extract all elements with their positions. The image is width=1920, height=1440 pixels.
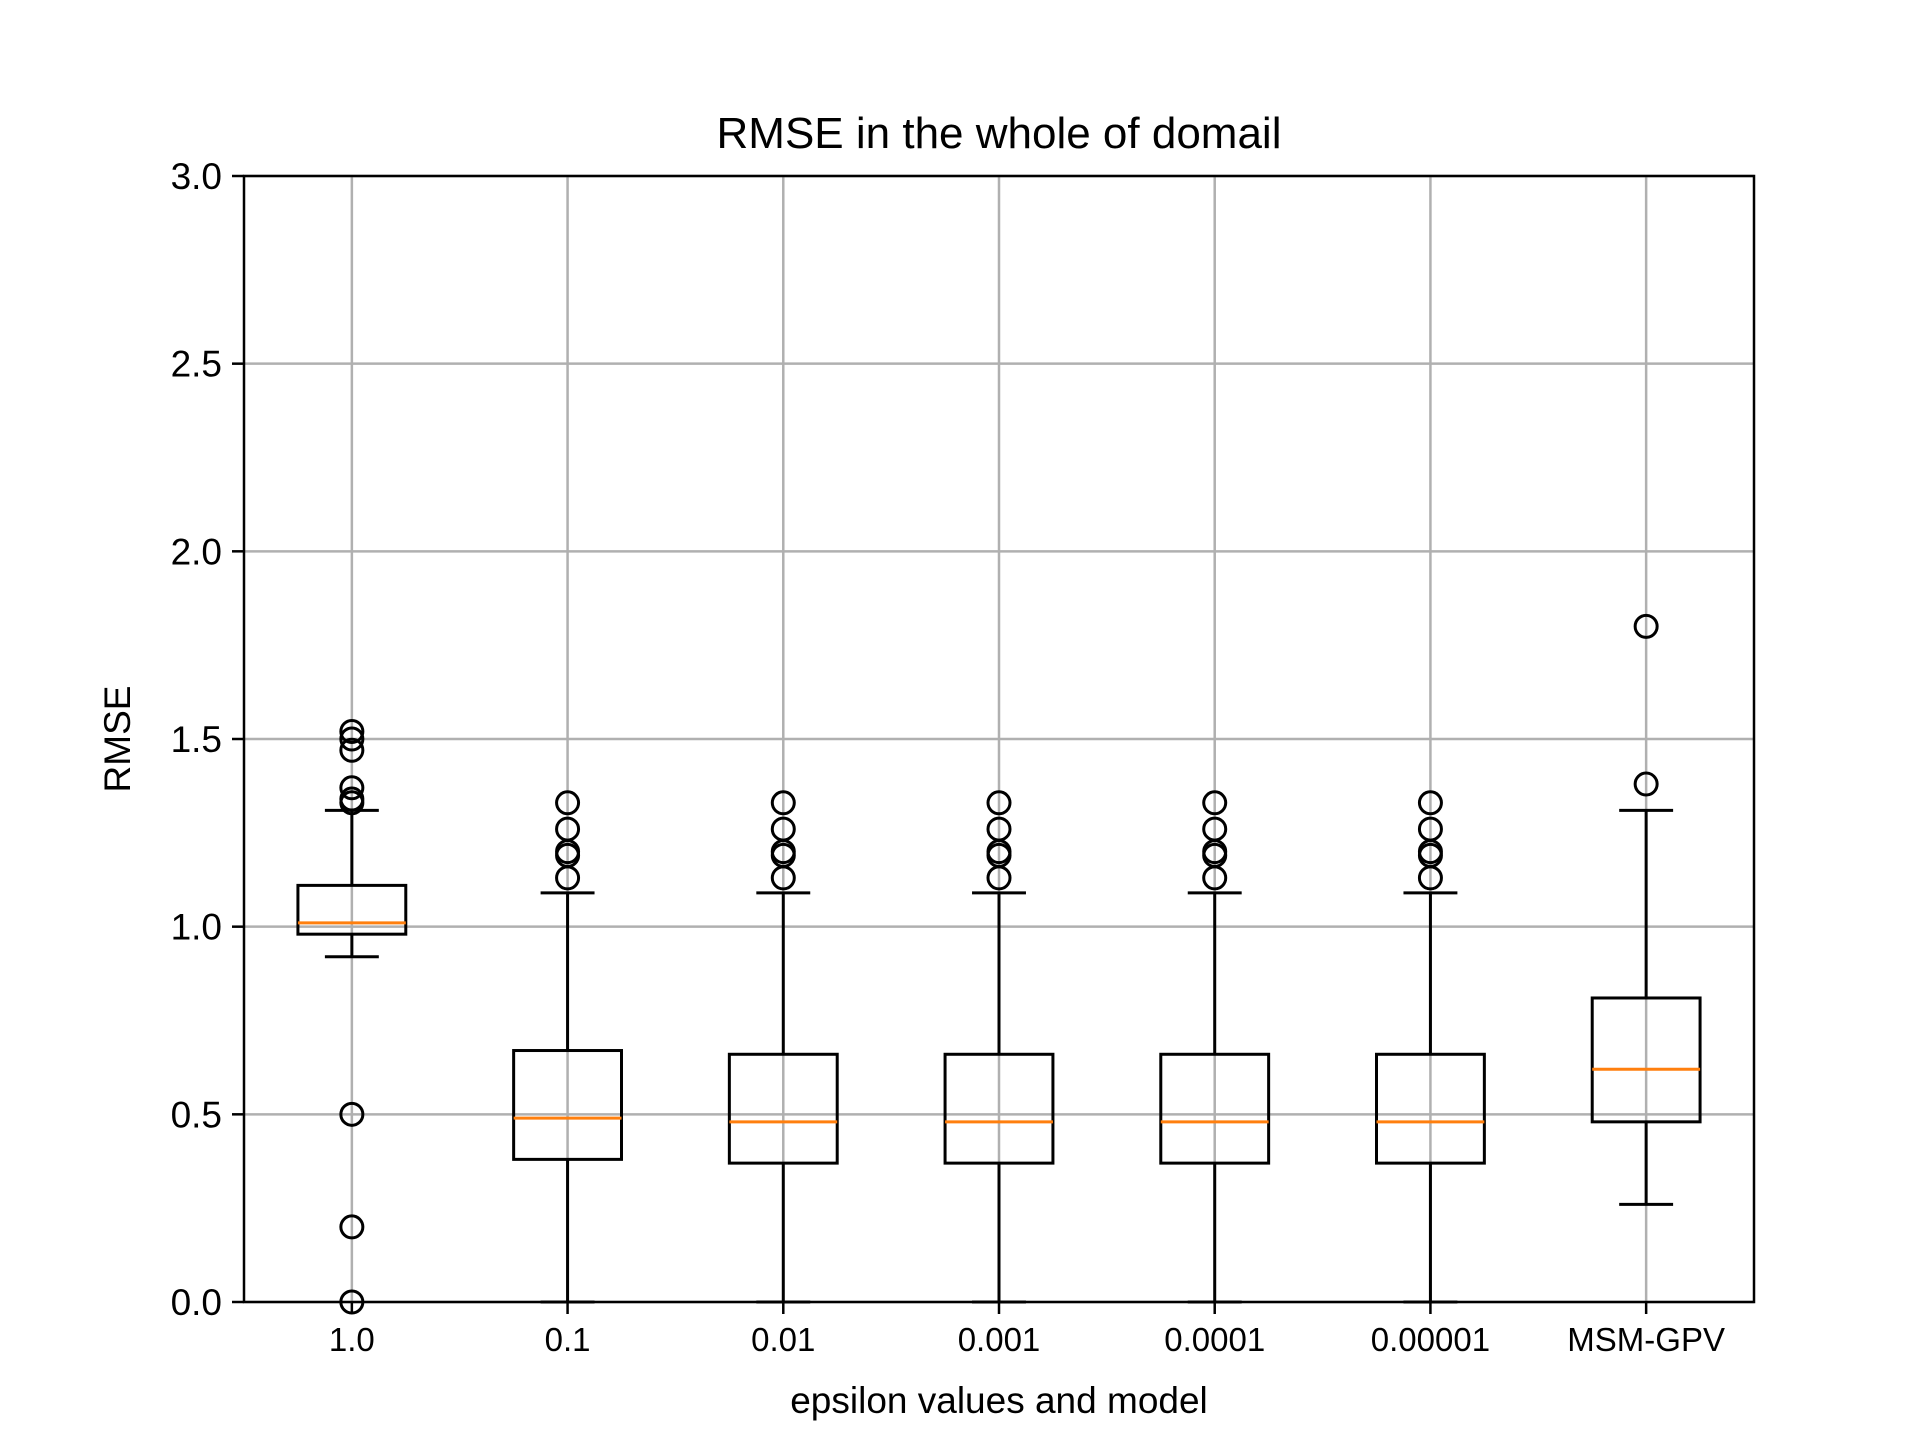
box-group	[296, 718, 408, 1315]
x-tick-label: MSM-GPV	[1567, 1321, 1725, 1358]
box-group	[727, 790, 839, 1304]
outlier-point	[986, 865, 1012, 891]
outlier-point	[555, 790, 581, 816]
y-axis-label: RMSE	[97, 686, 138, 793]
outlier-point	[770, 790, 796, 816]
outlier-point	[339, 726, 365, 752]
outlier-point	[986, 790, 1012, 816]
y-tick-label: 0.5	[171, 1094, 222, 1135]
outlier-point	[339, 1214, 365, 1240]
x-tick-label: 1.0	[329, 1321, 375, 1358]
x-tick-label: 0.1	[545, 1321, 591, 1358]
axis-ticks: 0.0 0.5 1.0 1.5 2.0 2.5 3.0 1.0 0.1 0.01 0.001 0.00…	[171, 156, 1725, 1358]
y-tick-label: 2.5	[171, 344, 222, 385]
outlier-point	[1202, 790, 1228, 816]
y-tick-label: 1.5	[171, 719, 222, 760]
outlier-point	[339, 718, 365, 744]
outlier-point	[1417, 790, 1443, 816]
x-tick-label: 0.0001	[1164, 1321, 1265, 1358]
iqr-box	[296, 883, 408, 936]
box-group	[943, 790, 1055, 1304]
chart-title: RMSE in the whole of domail	[717, 109, 1282, 158]
outlier-point	[1202, 865, 1228, 891]
outlier-point	[339, 737, 365, 763]
outlier-point	[339, 1101, 365, 1127]
outlier-point	[1633, 771, 1659, 797]
iqr-box	[1590, 996, 1702, 1124]
iqr-box	[512, 1049, 624, 1161]
box-group	[1590, 613, 1702, 1206]
x-axis-label: epsilon values and model	[790, 1380, 1208, 1421]
y-tick-label: 3.0	[171, 156, 222, 197]
outlier-point	[339, 775, 365, 801]
x-tick-label: 0.00001	[1371, 1321, 1490, 1358]
grid-lines	[244, 174, 1754, 1304]
outlier-point	[1417, 865, 1443, 891]
x-tick-label: 0.001	[958, 1321, 1041, 1358]
iqr-box	[1159, 1052, 1271, 1165]
iqr-box	[1375, 1052, 1486, 1165]
box-group	[512, 790, 624, 1304]
outlier-point	[339, 790, 365, 816]
iqr-box	[943, 1052, 1055, 1165]
box-group	[1375, 790, 1486, 1304]
x-tick-label: 0.01	[751, 1321, 815, 1358]
outlier-point	[770, 865, 796, 891]
box-group	[1159, 790, 1271, 1304]
y-tick-label: 2.0	[171, 531, 222, 572]
iqr-box	[727, 1052, 839, 1165]
y-tick-label: 1.0	[171, 907, 222, 948]
y-tick-label: 0.0	[171, 1282, 222, 1323]
outlier-point	[555, 865, 581, 891]
outlier-point	[1633, 613, 1659, 639]
